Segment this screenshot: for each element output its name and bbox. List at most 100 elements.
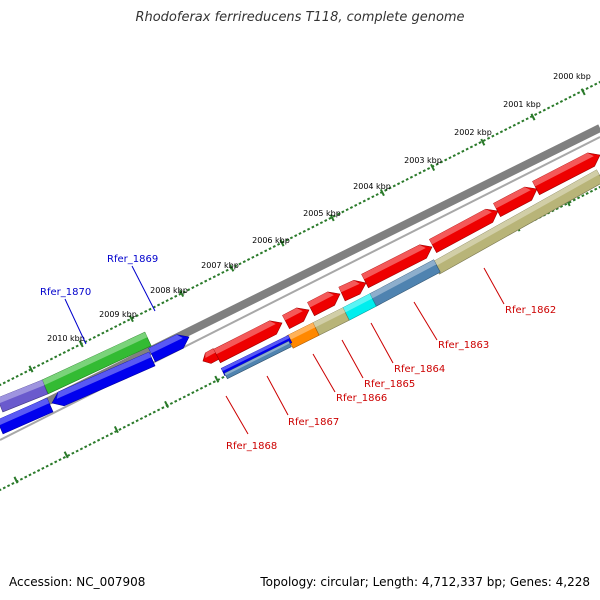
outer-minor-tick <box>92 335 96 339</box>
gene-rfer-1864-highlight <box>338 280 360 293</box>
inner-minor-tick <box>36 469 41 473</box>
outer-minor-tick <box>242 260 246 264</box>
inner-minor-tick <box>58 458 62 462</box>
outer-minor-tick <box>255 253 259 257</box>
outer-minor-tick <box>114 325 118 329</box>
outer-minor-tick <box>204 279 208 283</box>
scale-tick-label: 2004 kbp <box>353 182 391 191</box>
gene-rfer-1867-inner-highlight <box>221 335 290 372</box>
outer-minor-tick <box>469 145 474 149</box>
inner-minor-tick <box>581 194 585 198</box>
outer-minor-tick <box>551 104 555 108</box>
inner-minor-tick <box>135 419 139 423</box>
outer-minor-tick <box>328 216 332 220</box>
outer-minor-tick <box>191 286 195 290</box>
outer-minor-tick <box>375 193 379 197</box>
gene-label-rfer-1862: Rfer_1862 <box>505 305 556 316</box>
outer-minor-tick <box>336 212 341 216</box>
inner-minor-tick <box>572 198 576 202</box>
accession-text: Accession: NC_007908 <box>9 575 146 589</box>
outer-minor-tick <box>495 132 499 136</box>
gene-rfer-1861-highlight <box>493 187 531 209</box>
outer-minor-tick <box>555 102 559 106</box>
inner-minor-tick <box>126 423 131 427</box>
outer-minor-tick <box>396 182 401 186</box>
outer-minor-tick <box>418 171 422 175</box>
inner-minor-tick <box>568 200 572 204</box>
outer-minor-tick <box>568 95 572 99</box>
inner-minor-tick <box>208 382 212 386</box>
outer-minor-tick <box>126 318 131 322</box>
gene-rfer-1863-inner-highlight <box>369 259 437 299</box>
inner-minor-tick <box>62 456 66 460</box>
inner-minor-tick <box>28 473 32 477</box>
outer-minor-tick <box>362 199 366 203</box>
inner-minor-tick <box>161 406 165 410</box>
outer-major-tick <box>430 163 436 171</box>
outer-minor-tick <box>474 143 478 147</box>
outer-minor-tick <box>589 84 594 88</box>
scale-tick-label: 2005 kbp <box>303 209 341 218</box>
outer-minor-tick <box>349 206 354 210</box>
outer-minor-tick <box>426 167 431 171</box>
inner-minor-tick <box>144 414 148 418</box>
inner-minor-tick <box>54 460 58 464</box>
outer-major-tick <box>179 289 185 297</box>
outer-minor-tick <box>311 225 315 229</box>
outer-minor-tick <box>354 203 358 207</box>
outer-minor-tick <box>19 372 24 376</box>
scale-tick-label: 2000 kbp <box>553 72 591 81</box>
gene-rfer-1871-highlight <box>0 380 45 403</box>
outer-minor-tick <box>58 353 62 357</box>
inner-minor-tick <box>598 185 600 189</box>
scale-tick-label: 2003 kbp <box>404 156 442 165</box>
outer-minor-tick <box>208 277 212 281</box>
gene-label-rfer-1870: Rfer_1870 <box>40 287 91 298</box>
inner-minor-tick <box>19 477 24 481</box>
outer-major-tick <box>128 315 134 323</box>
red-leader-line <box>370 322 394 364</box>
outer-minor-tick <box>225 268 229 272</box>
inner-minor-tick <box>594 187 598 191</box>
outer-minor-tick <box>66 348 71 352</box>
gene-rfer-1865-highlight <box>307 291 334 308</box>
gene-rfer-1867 <box>213 320 283 364</box>
outer-minor-tick <box>71 346 75 350</box>
outer-major-tick <box>329 214 335 222</box>
outer-minor-tick <box>452 154 456 158</box>
outer-minor-tick <box>564 97 568 101</box>
outer-minor-tick <box>546 106 551 110</box>
outer-minor-tick <box>49 357 54 361</box>
outer-minor-tick <box>45 359 49 363</box>
inner-minor-tick <box>576 196 581 200</box>
inner-minor-tick <box>105 434 109 438</box>
outer-minor-tick <box>534 112 538 116</box>
inner-minor-tick <box>174 399 178 403</box>
outer-minor-tick <box>576 91 581 95</box>
inner-minor-tick <box>118 427 122 431</box>
inner-minor-tick <box>191 391 195 395</box>
outer-minor-tick <box>195 283 199 287</box>
outer-minor-tick <box>516 121 521 125</box>
gene-rfer-1867-highlight <box>213 320 276 355</box>
inner-minor-tick <box>88 443 92 447</box>
gene-rfer-1863-highlight <box>361 244 426 280</box>
outer-minor-tick <box>414 173 418 177</box>
inner-minor-tick <box>6 484 11 488</box>
inner-minor-tick <box>195 388 199 392</box>
outer-minor-tick <box>75 344 79 348</box>
outer-minor-tick <box>319 221 324 225</box>
outer-minor-tick <box>332 214 336 218</box>
outer-minor-tick <box>422 169 426 173</box>
outer-minor-tick <box>54 355 58 359</box>
genome-summary-text: Topology: circular; Length: 4,712,337 bp… <box>260 575 590 589</box>
outer-minor-tick <box>148 307 152 311</box>
gene-rfer-1866-inner-highlight <box>286 322 316 341</box>
gene-rfer-1868-highlight <box>205 348 216 358</box>
inner-major-tick <box>13 476 19 484</box>
gene-label-rfer-1863: Rfer_1863 <box>438 340 489 351</box>
outer-minor-tick <box>594 82 598 86</box>
scale-tick-label: 2007 kbp <box>201 261 239 270</box>
outer-minor-tick <box>358 201 362 205</box>
inner-minor-tick <box>32 471 36 475</box>
